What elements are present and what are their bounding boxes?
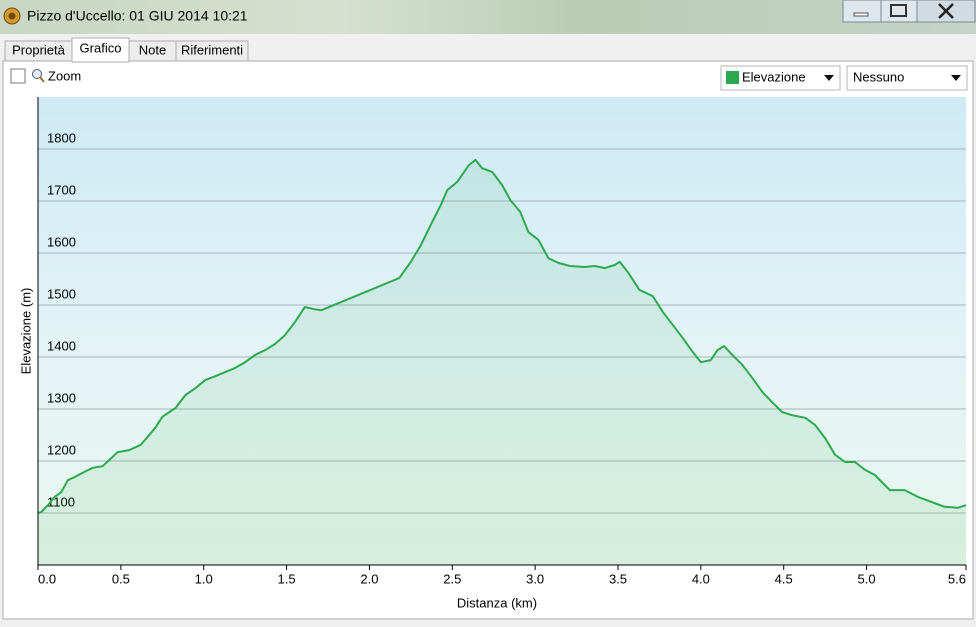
title-bar <box>0 0 976 34</box>
tab[interactable] <box>175 40 249 62</box>
zoom-checkbox[interactable] <box>10 68 26 84</box>
tab-label: Riferimenti <box>181 42 243 57</box>
maximize-button[interactable] <box>880 0 918 23</box>
zoom-icon-handle <box>39 76 45 83</box>
tab-label: Proprietà <box>12 42 66 57</box>
zoom-icon <box>32 69 42 79</box>
x-tick-label: 5.0 <box>858 571 876 586</box>
close-icon <box>938 3 954 19</box>
minimize-button[interactable] <box>842 0 882 23</box>
y-tick-label: 1200 <box>47 442 76 457</box>
series-name: Elevazione <box>742 69 806 84</box>
x-tick-label: 3.0 <box>526 571 544 586</box>
x-tick-label: 2.0 <box>360 571 378 586</box>
x-tick-label: 5.6 <box>948 571 966 586</box>
tab-label: Grafico <box>80 40 122 55</box>
y-tick-label: 1800 <box>47 130 76 145</box>
x-tick-label: 4.5 <box>775 571 793 586</box>
y-axis-label: Elevazione (m) <box>18 288 33 375</box>
x-tick-label: 0.5 <box>112 571 130 586</box>
dropdown-arrow <box>824 75 834 81</box>
x-tick-label: 3.5 <box>609 571 627 586</box>
window-title: Pizzo d'Uccello: 01 GIU 2014 10:21 <box>27 8 248 24</box>
series-swatch <box>726 71 739 84</box>
secondary-dropdown-label: Nessuno <box>853 69 904 84</box>
tab-label: Note <box>139 42 166 57</box>
x-tick-label: 0.0 <box>38 571 56 586</box>
x-tick-label: 4.0 <box>692 571 710 586</box>
zoom-label: Zoom <box>48 68 81 83</box>
x-tick-label: 1.5 <box>278 571 296 586</box>
minimize-icon <box>853 12 869 17</box>
y-tick-label: 1300 <box>47 390 76 405</box>
maximize-icon <box>890 4 907 17</box>
x-tick-label: 2.5 <box>443 571 461 586</box>
y-tick-label: 1600 <box>47 234 76 249</box>
secondary-dropdown[interactable] <box>846 65 968 91</box>
app-icon-center <box>8 12 16 20</box>
y-tick-label: 1400 <box>47 338 76 353</box>
y-tick-label: 1500 <box>47 286 76 301</box>
dropdown-arrow <box>951 75 961 81</box>
x-axis-label: Distanza (km) <box>457 595 537 610</box>
x-tick-label: 1.0 <box>195 571 213 586</box>
tab-active[interactable] <box>71 37 130 63</box>
series-dropdown[interactable] <box>720 65 841 91</box>
y-tick-label: 1700 <box>47 182 76 197</box>
plot-background <box>38 97 966 565</box>
line <box>37 158 967 514</box>
area-fill <box>38 159 966 565</box>
